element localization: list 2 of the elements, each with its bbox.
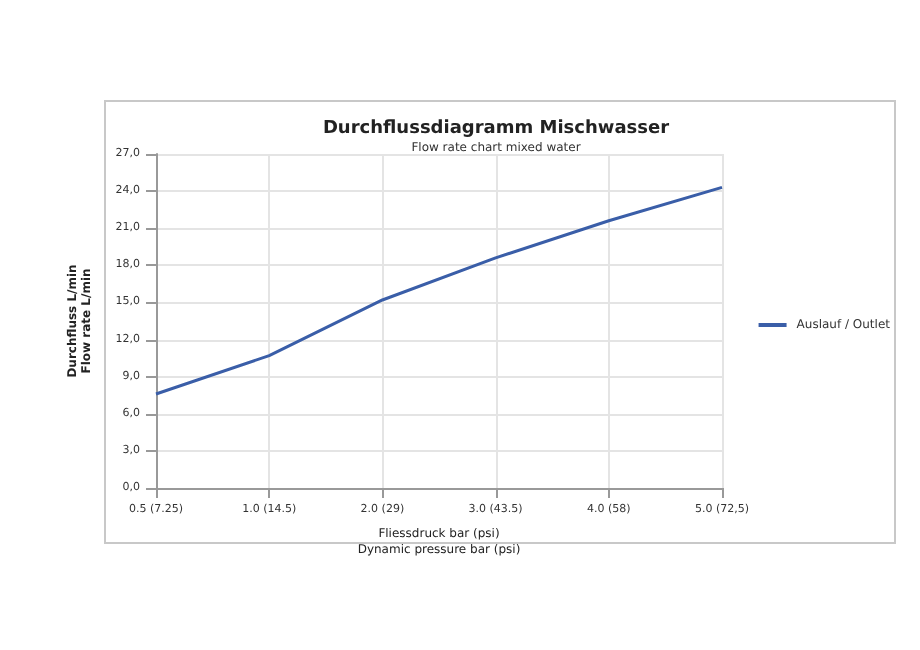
chart-title: Durchflussdiagramm Mischwasser — [322, 119, 671, 139]
line-series — [154, 185, 724, 396]
